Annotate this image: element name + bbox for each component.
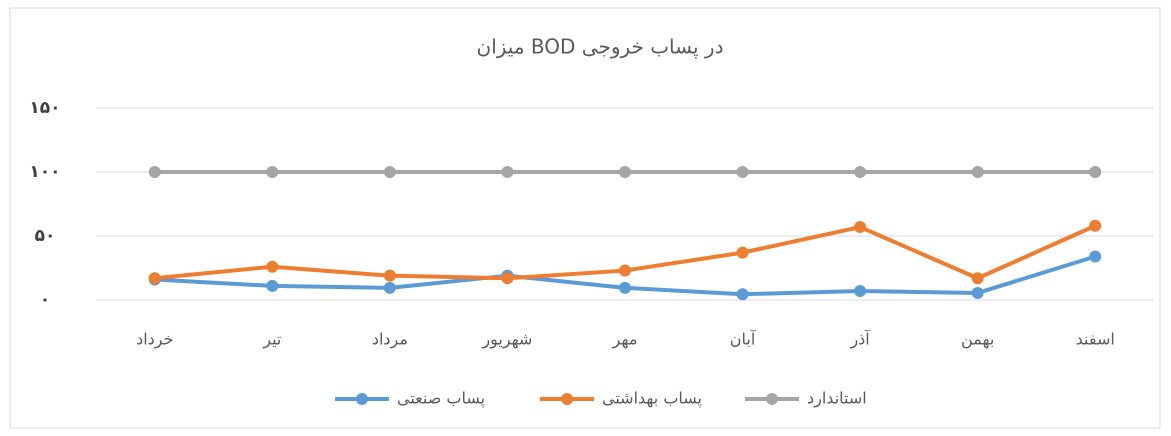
point (266, 279, 279, 292)
x-tick-label: خرداد (136, 330, 173, 350)
x-tick-label: تیر (262, 330, 281, 350)
x-tick-label: آبان (730, 330, 757, 349)
point (148, 272, 161, 285)
point (266, 260, 279, 273)
y-tick-label: ۱۵۰ (29, 98, 60, 118)
point (971, 272, 984, 285)
legend-swatch-dot (356, 393, 368, 405)
point (854, 285, 867, 298)
point (383, 269, 396, 282)
point (619, 281, 631, 294)
x-tick-label: اسفند (1076, 330, 1115, 349)
point (971, 286, 984, 299)
x-tick-label: مهر (612, 330, 638, 350)
point (383, 166, 396, 178)
legend-label: استاندارد (807, 389, 867, 409)
point (148, 166, 161, 178)
point (383, 281, 396, 294)
point (1089, 219, 1102, 232)
point (1089, 166, 1102, 178)
point (736, 166, 749, 178)
legend-swatch-dot (561, 393, 573, 405)
x-tick-label: بهمن (961, 330, 994, 350)
point (854, 166, 867, 178)
y-tick-label: ۱۰۰ (29, 162, 60, 182)
legend-label: پساب صنعتی (397, 389, 485, 409)
y-tick-label: ۰ (40, 290, 50, 310)
x-tick-label: آذر (849, 330, 871, 350)
chart-border (9, 7, 1161, 429)
x-tick-label: شهریور (481, 330, 532, 350)
point (854, 221, 867, 234)
point (501, 166, 514, 178)
x-tick-label: مرداد (372, 330, 408, 350)
point (619, 264, 631, 277)
point (971, 166, 984, 178)
chart-title: میزان BOD در پساب خروجی (477, 35, 724, 60)
point (1089, 250, 1102, 263)
point (619, 166, 631, 178)
point (736, 246, 749, 259)
point (266, 166, 279, 178)
legend-swatch-dot (766, 393, 778, 405)
y-tick-label: ۵۰ (35, 226, 56, 246)
point (736, 288, 749, 301)
point (501, 272, 514, 285)
legend-label: پساب بهداشتی (602, 389, 702, 409)
